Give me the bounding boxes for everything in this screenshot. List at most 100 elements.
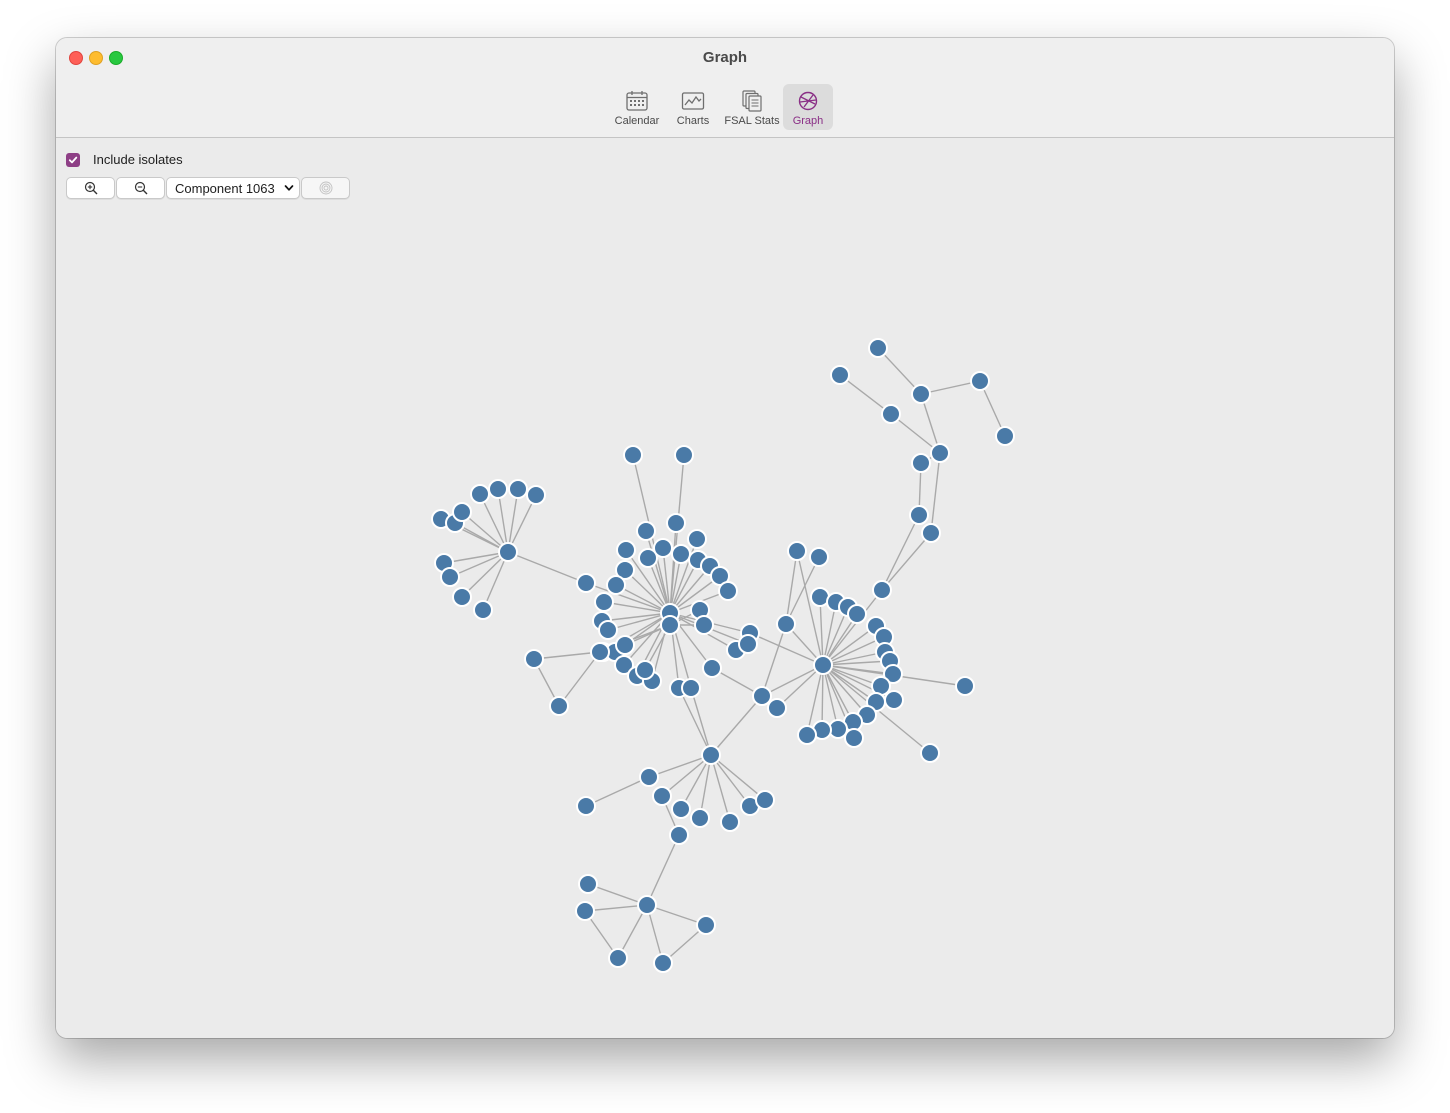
graph-node[interactable] <box>911 384 931 404</box>
graph-node[interactable] <box>623 445 643 465</box>
graph-node[interactable] <box>830 365 850 385</box>
graph-edge <box>454 522 509 553</box>
graph-node[interactable] <box>696 915 716 935</box>
graph-edge <box>558 651 601 707</box>
graph-edge <box>625 549 671 614</box>
zoom-window-button[interactable] <box>109 51 123 65</box>
graph-node[interactable] <box>884 690 904 710</box>
network-graph[interactable] <box>56 138 1394 1038</box>
graph-edge <box>822 664 854 723</box>
graph-node[interactable] <box>578 874 598 894</box>
graph-node[interactable] <box>671 544 691 564</box>
graph-node[interactable] <box>470 484 490 504</box>
graph-node[interactable] <box>738 634 758 654</box>
graph-edge <box>710 754 751 807</box>
graph-edge <box>796 550 824 666</box>
graph-node[interactable] <box>671 799 691 819</box>
graph-node[interactable] <box>636 521 656 541</box>
graph-node[interactable] <box>608 948 628 968</box>
graph-node[interactable] <box>694 615 714 635</box>
graph-node[interactable] <box>701 745 721 765</box>
graph-node[interactable] <box>508 479 528 499</box>
graph-edge <box>507 494 537 553</box>
graph-node[interactable] <box>995 426 1015 446</box>
graph-node[interactable] <box>883 664 903 684</box>
graph-node[interactable] <box>776 614 796 634</box>
tab-calendar[interactable]: Calendar <box>609 84 665 130</box>
graph-node[interactable] <box>787 541 807 561</box>
graph-node[interactable] <box>797 725 817 745</box>
component-select[interactable]: Component 1063 <box>166 177 300 199</box>
graph-node[interactable] <box>955 676 975 696</box>
graph-node[interactable] <box>615 560 635 580</box>
graph-edge <box>822 613 858 666</box>
graph-node[interactable] <box>638 548 658 568</box>
graph-edge <box>710 695 763 756</box>
graph-node[interactable] <box>606 575 626 595</box>
graph-node[interactable] <box>872 580 892 600</box>
graph-node[interactable] <box>920 743 940 763</box>
graph-node[interactable] <box>452 502 472 522</box>
graph-node[interactable] <box>909 505 929 525</box>
graph-node[interactable] <box>526 485 546 505</box>
graph-node[interactable] <box>911 453 931 473</box>
graph-node[interactable] <box>440 567 460 587</box>
graph-edge <box>710 754 731 823</box>
graph-node[interactable] <box>666 513 686 533</box>
close-window-button[interactable] <box>69 51 83 65</box>
graph-node[interactable] <box>452 587 472 607</box>
graph-node[interactable] <box>549 696 569 716</box>
graph-node[interactable] <box>576 573 596 593</box>
tab-charts[interactable]: Charts <box>665 84 721 130</box>
tab-graph[interactable]: Graph <box>783 84 833 130</box>
graph-node[interactable] <box>576 796 596 816</box>
graph-node[interactable] <box>847 604 867 624</box>
graph-node[interactable] <box>498 542 518 562</box>
graph-node[interactable] <box>473 600 493 620</box>
graph-node[interactable] <box>702 658 722 678</box>
graph-edge <box>690 687 712 756</box>
graph-node[interactable] <box>844 728 864 748</box>
graph-node[interactable] <box>637 895 657 915</box>
graph-node[interactable] <box>718 581 738 601</box>
graph-node[interactable] <box>488 479 508 499</box>
graph-node[interactable] <box>614 655 634 675</box>
graph-node[interactable] <box>615 635 635 655</box>
minimize-window-button[interactable] <box>89 51 103 65</box>
include-isolates-row: Include isolates <box>66 152 183 167</box>
graph-edge <box>601 612 671 622</box>
graph-node[interactable] <box>674 445 694 465</box>
zoom-out-button[interactable] <box>116 177 165 199</box>
graph-node[interactable] <box>921 523 941 543</box>
graph-node[interactable] <box>594 592 614 612</box>
graph-node[interactable] <box>575 901 595 921</box>
graph-node[interactable] <box>590 642 610 662</box>
graph-node[interactable] <box>690 808 710 828</box>
graph-node[interactable] <box>809 547 829 567</box>
graph-node[interactable] <box>970 371 990 391</box>
include-isolates-checkbox[interactable] <box>66 152 80 167</box>
graph-node[interactable] <box>639 767 659 787</box>
graph-node[interactable] <box>930 443 950 463</box>
graph-node[interactable] <box>660 615 680 635</box>
tab-fsal-stats[interactable]: FSAL Stats <box>721 84 783 130</box>
graph-node[interactable] <box>767 698 787 718</box>
graph-node[interactable] <box>720 812 740 832</box>
graph-node[interactable] <box>598 620 618 640</box>
graph-node[interactable] <box>813 655 833 675</box>
zoom-in-button[interactable] <box>66 177 115 199</box>
graph-node[interactable] <box>669 825 689 845</box>
graph-node[interactable] <box>881 404 901 424</box>
graph-node[interactable] <box>752 686 772 706</box>
graph-node[interactable] <box>681 678 701 698</box>
graph-node[interactable] <box>616 540 636 560</box>
graph-node[interactable] <box>653 538 673 558</box>
graph-node[interactable] <box>687 529 707 549</box>
graph-node[interactable] <box>868 338 888 358</box>
graph-node[interactable] <box>652 786 672 806</box>
graph-node[interactable] <box>653 953 673 973</box>
graph-node[interactable] <box>755 790 775 810</box>
graph-node[interactable] <box>635 660 655 680</box>
graph-node[interactable] <box>524 649 544 669</box>
recenter-button[interactable] <box>301 177 350 199</box>
